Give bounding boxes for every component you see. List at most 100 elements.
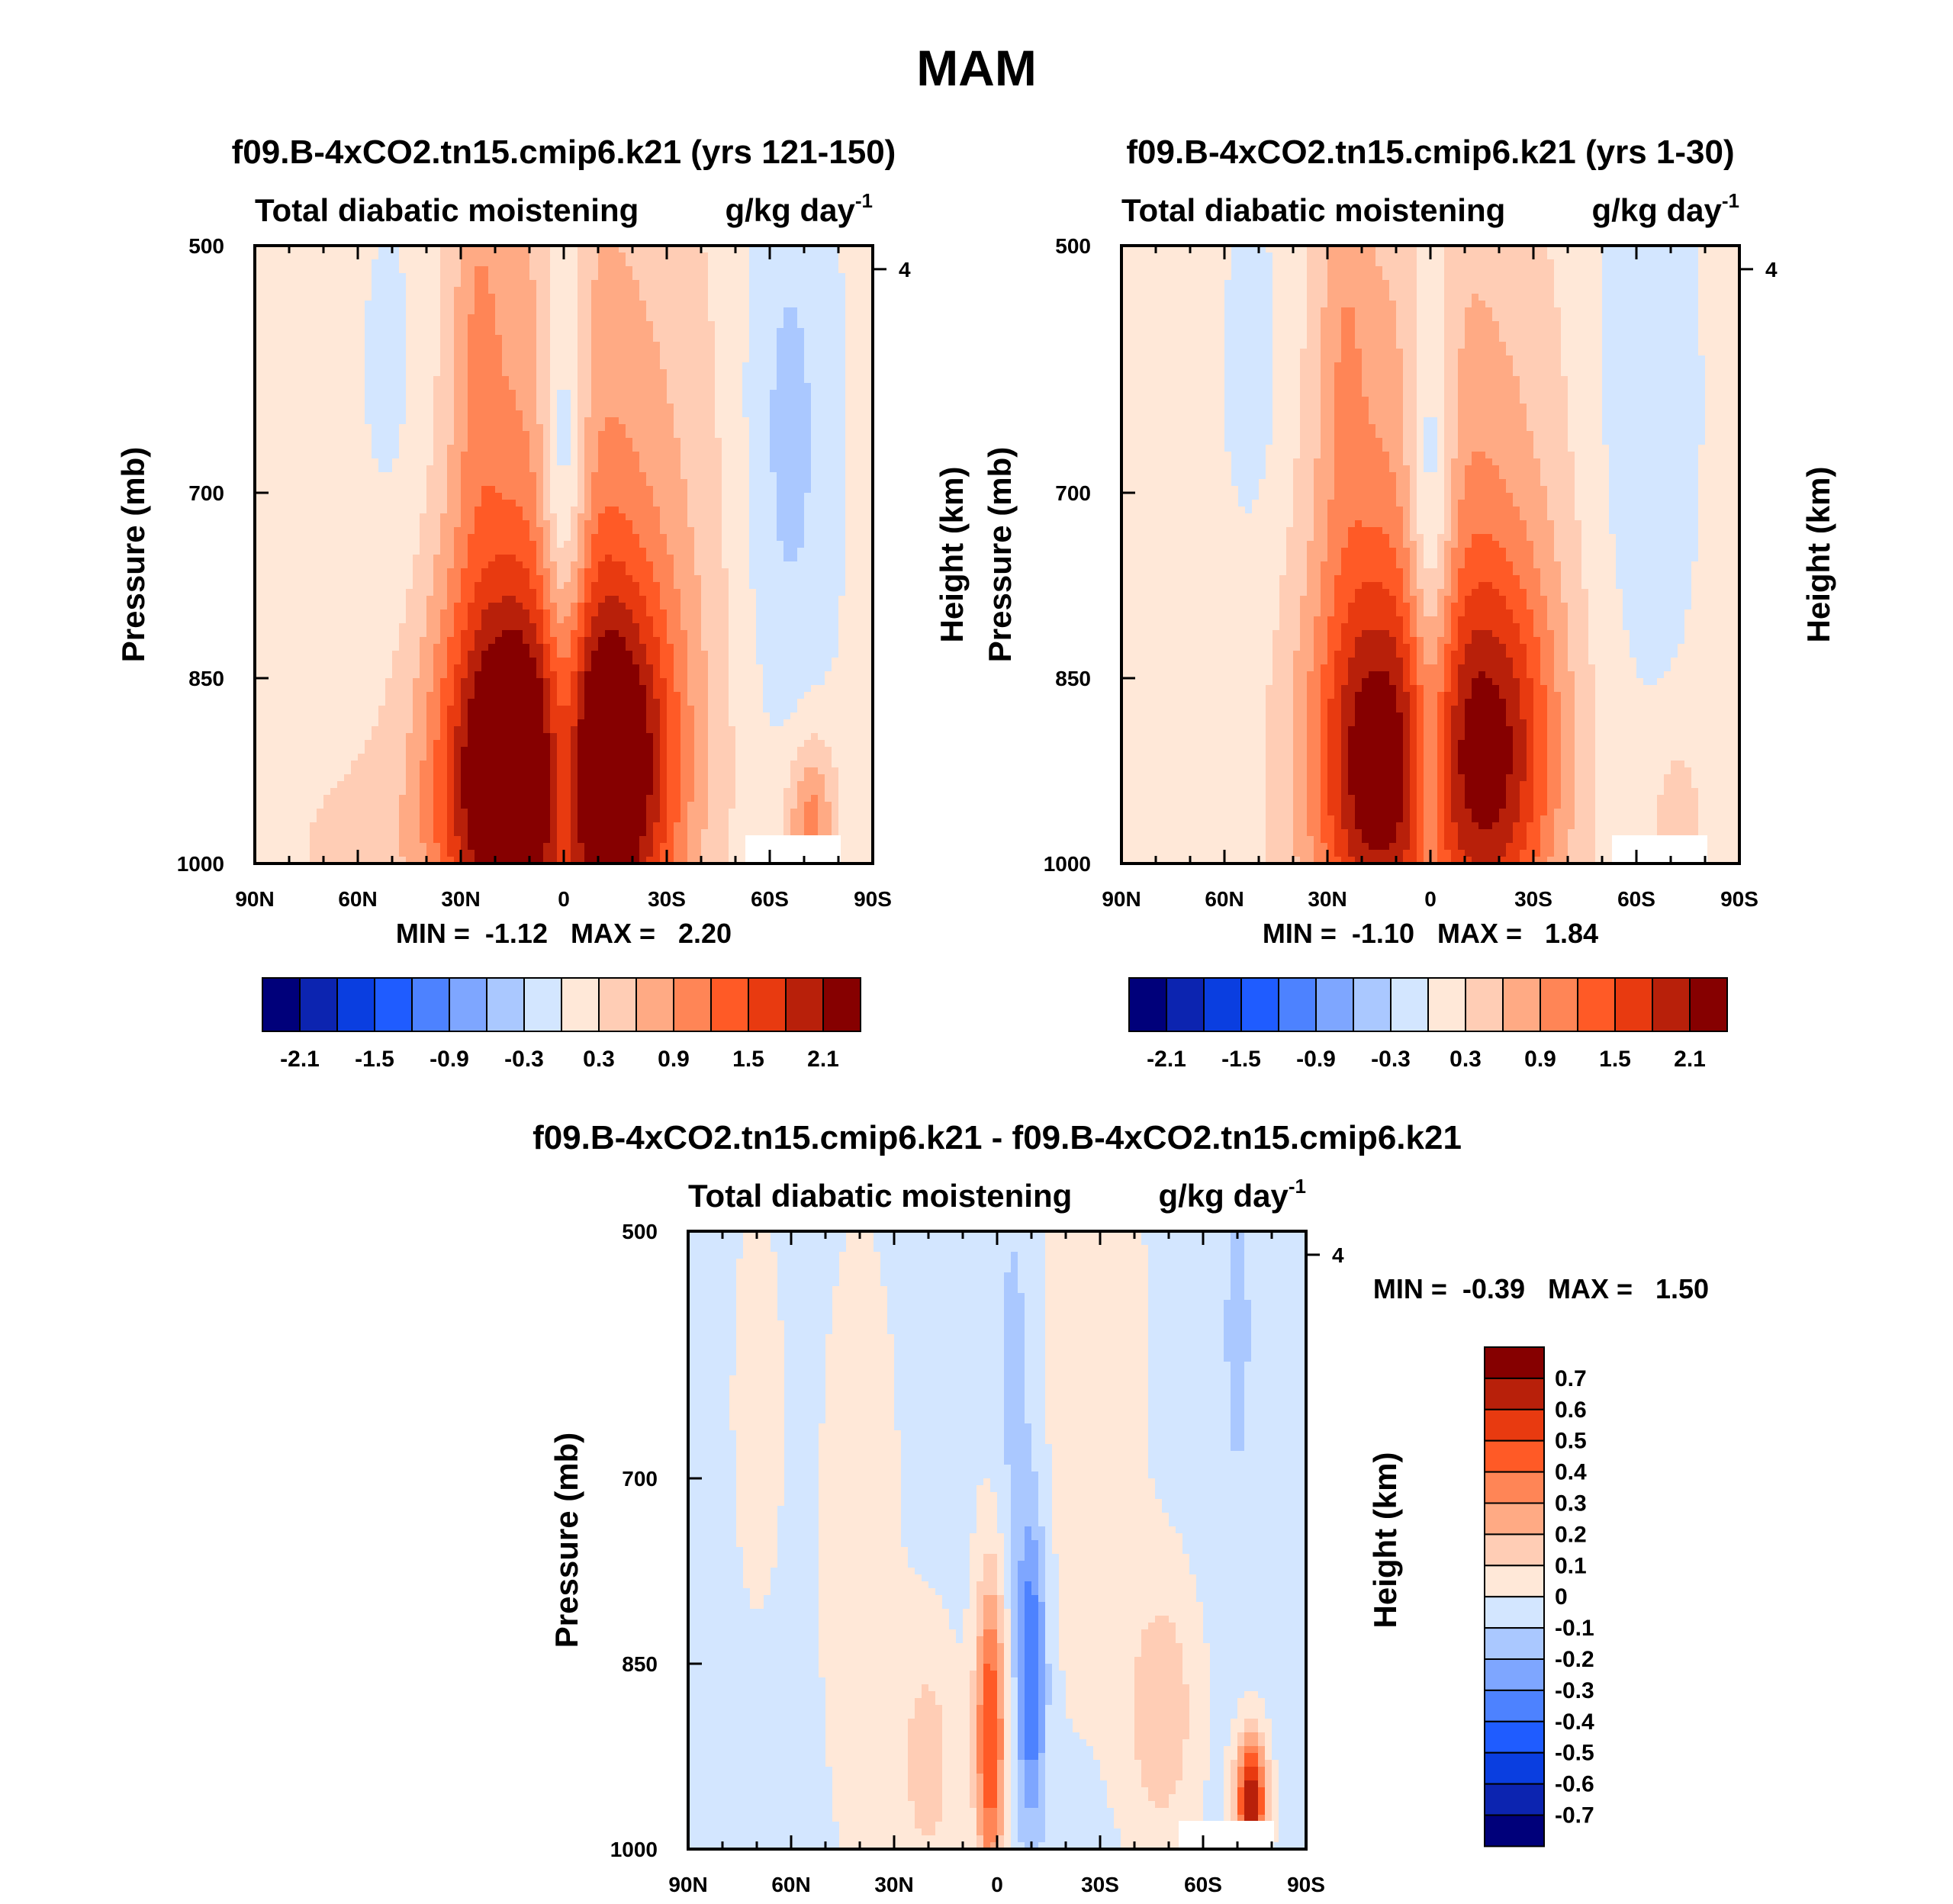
panel1-field-cell: [749, 527, 757, 535]
panel1-field-cell: [749, 452, 757, 459]
panel1-field-cell: [701, 527, 709, 535]
panel1-field-cell: [488, 479, 496, 487]
panel1-field-cell: [722, 561, 729, 569]
panel1-field-cell: [344, 493, 352, 500]
panel1-field-cell: [289, 465, 297, 473]
panel1-field-cell: [777, 355, 784, 363]
panel1-field-cell: [461, 609, 468, 617]
panel1-field-cell: [447, 301, 455, 308]
panel1-field-cell: [461, 376, 468, 384]
panel1-field-cell: [605, 280, 613, 288]
panel1-field-cell: [461, 616, 468, 624]
panel1-field-cell: [708, 541, 716, 548]
panel1-field-cell: [591, 520, 599, 528]
panel1-field-cell: [818, 458, 825, 466]
panel1-field-cell: [413, 452, 420, 459]
panel1-field-cell: [269, 266, 276, 274]
panel1-field-cell: [468, 301, 475, 308]
panel1-field-cell: [255, 383, 262, 391]
panel1-field-cell: [763, 321, 771, 329]
panel1-field-cell: [372, 548, 379, 555]
panel1-field-cell: [475, 252, 482, 260]
panel1-field-cell: [296, 479, 304, 487]
panel1-field-cell: [763, 452, 771, 459]
panel1-field-cell: [619, 362, 626, 370]
panel1-field-cell: [420, 246, 427, 253]
panel1-field-cell: [269, 397, 276, 404]
panel1-field-cell: [385, 383, 393, 391]
panel1-field-cell: [667, 589, 674, 597]
panel1-field-cell: [536, 582, 544, 590]
panel1-field-cell: [365, 397, 372, 404]
panel1-field-cell: [330, 383, 338, 391]
panel1-field-cell: [255, 568, 262, 576]
panel1-field-cell: [783, 445, 791, 452]
panel1-field-cell: [845, 266, 853, 274]
panel1-field-cell: [317, 383, 324, 391]
panel1-field-cell: [523, 294, 530, 301]
panel1-field-cell: [413, 259, 420, 267]
panel1-field-cell: [317, 500, 324, 507]
panel1-field-cell: [358, 575, 365, 583]
panel1-field-cell: [454, 616, 462, 624]
panel1-field-cell: [269, 404, 276, 411]
panel1-field-cell: [598, 609, 606, 617]
panel1-field-cell: [536, 321, 544, 329]
panel1-field-cell: [351, 404, 359, 411]
panel1-field-cell: [832, 335, 839, 343]
panel1-field-cell: [372, 438, 379, 445]
panel1-field-cell: [385, 534, 393, 542]
panel1-field-cell: [413, 623, 420, 631]
panel1-field-cell: [337, 307, 345, 315]
panel1-field-cell: [722, 259, 729, 267]
panel1-field-cell: [399, 252, 407, 260]
panel1-field-cell: [626, 596, 633, 603]
panel1-field-cell: [426, 266, 434, 274]
panel1-field-cell: [550, 589, 558, 597]
panel1-field-cell: [351, 479, 359, 487]
panel1-field-cell: [708, 486, 716, 494]
panel1-field-cell: [420, 541, 427, 548]
panel1-field-cell: [447, 520, 455, 528]
panel1-field-cell: [591, 410, 599, 418]
panel1-field-cell: [811, 362, 819, 370]
panel1-field-cell: [825, 287, 832, 294]
panel1-field-cell: [550, 362, 558, 370]
panel1-field-cell: [584, 404, 592, 411]
panel1-field-cell: [529, 534, 537, 542]
panel1-field-cell: [420, 520, 427, 528]
panel1-field-cell: [461, 589, 468, 597]
panel1-field-cell: [557, 294, 565, 301]
panel1-field-cell: [282, 424, 290, 432]
panel1-field-cell: [687, 561, 695, 569]
panel1-field-cell: [330, 465, 338, 473]
panel1-field-cell: [838, 246, 846, 253]
panel1-field-cell: [701, 596, 709, 603]
panel1-field-cell: [289, 301, 297, 308]
panel1-field-cell: [536, 465, 544, 473]
panel1-field-cell: [351, 520, 359, 528]
panel1-field-cell: [529, 397, 537, 404]
panel1-field-cell: [378, 383, 386, 391]
panel1-field-cell: [323, 287, 331, 294]
panel1-field-cell: [708, 568, 716, 576]
panel1-field-cell: [372, 507, 379, 514]
panel1-field-cell: [783, 472, 791, 480]
panel1-field-cell: [516, 397, 523, 404]
panel1-field-cell: [323, 616, 331, 624]
panel1-field-cell: [832, 410, 839, 418]
panel1-field-cell: [680, 342, 688, 349]
panel1-field-cell: [674, 520, 681, 528]
panel1-field-cell: [523, 486, 530, 494]
panel1-field-cell: [653, 314, 661, 322]
panel1-field-cell: [584, 342, 592, 349]
panel1-field-cell: [722, 369, 729, 377]
panel1-field-cell: [680, 603, 688, 610]
panel1-field-cell: [584, 424, 592, 432]
panel1-field-cell: [262, 369, 269, 377]
panel1-field-cell: [310, 335, 317, 343]
panel1-field-cell: [584, 307, 592, 315]
panel1-field-cell: [694, 417, 702, 425]
panel1-field-cell: [502, 383, 510, 391]
panel1-field-cell: [694, 259, 702, 267]
